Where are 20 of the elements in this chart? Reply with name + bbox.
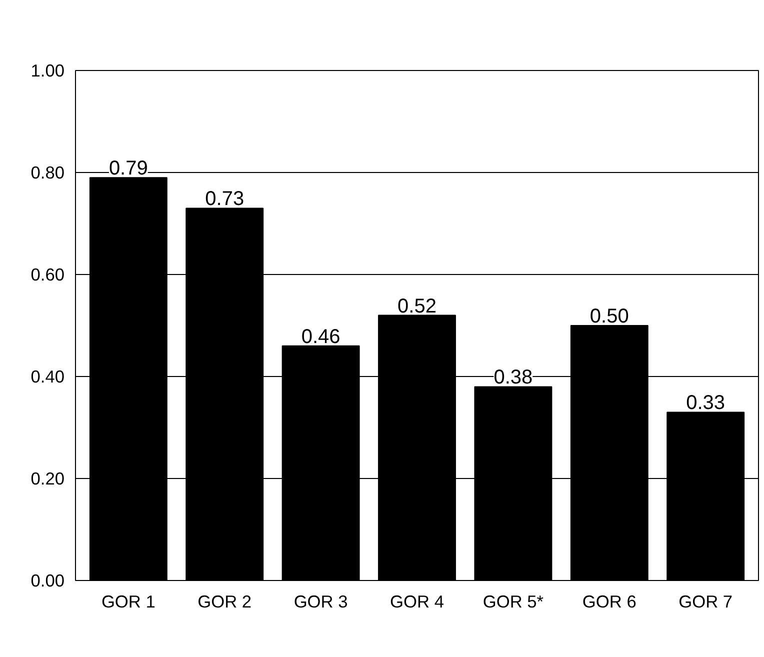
y-tick-label: 0.20 [30, 468, 65, 488]
data-label: 0.52 [398, 295, 436, 318]
y-tick-label: 0.40 [30, 366, 65, 386]
data-label: 0.79 [108, 158, 148, 180]
x-tick-label: GOR 3 [294, 592, 348, 612]
y-tick-label: 0.80 [30, 162, 65, 182]
y-tick-label: 0.60 [30, 264, 65, 284]
y-tick-label: 1.00 [30, 60, 65, 80]
y-tick-label: 0.00 [30, 570, 65, 590]
data-label: 0.33 [686, 392, 726, 414]
x-tick-label: GOR 1 [101, 592, 156, 612]
x-tick-label: GOR 4 [390, 592, 444, 612]
data-label: 0.46 [301, 326, 340, 348]
x-tick-label: GOR 5* [482, 592, 544, 612]
x-tick-label: GOR 7 [678, 592, 733, 612]
x-tick-label: GOR 6 [582, 592, 636, 612]
data-label: 0.38 [494, 366, 533, 389]
x-tick-label: GOR 2 [198, 592, 252, 612]
data-label: 0.73 [205, 188, 244, 210]
data-label: 0.50 [590, 306, 629, 328]
